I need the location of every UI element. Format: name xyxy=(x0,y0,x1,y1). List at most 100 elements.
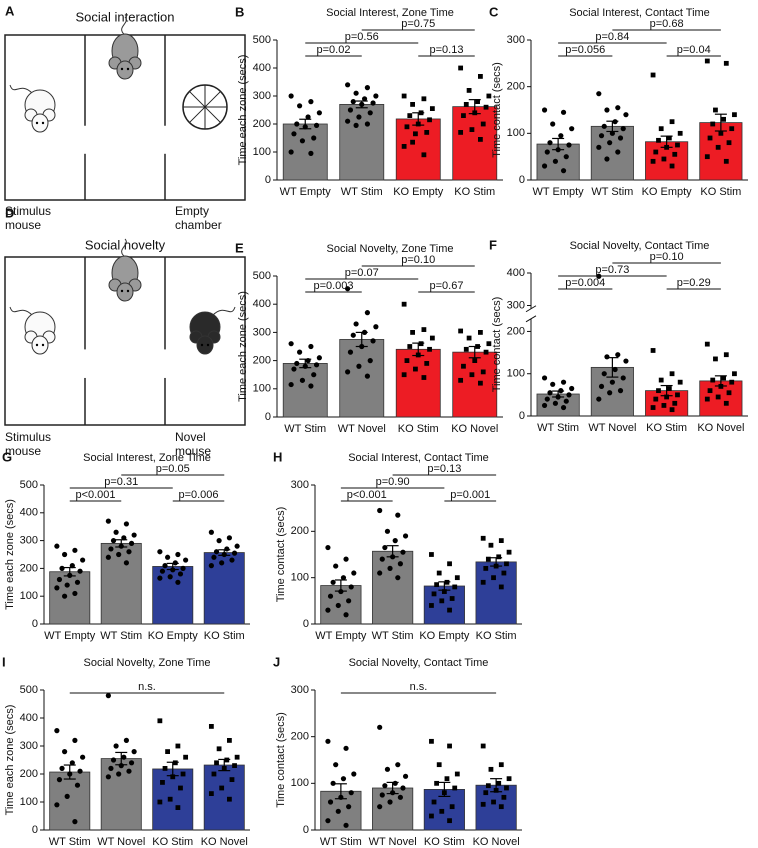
data-point xyxy=(544,396,550,402)
data-point xyxy=(504,561,509,567)
data-point xyxy=(325,818,331,824)
data-point xyxy=(604,107,610,113)
data-point xyxy=(441,589,447,594)
data-point xyxy=(325,738,331,744)
x-tick-label: WT Stim xyxy=(284,423,326,435)
data-point xyxy=(105,774,111,780)
mouse-eye xyxy=(41,343,45,347)
data-point xyxy=(452,785,458,791)
data-point xyxy=(347,349,354,355)
data-point xyxy=(377,570,383,576)
data-point xyxy=(541,163,548,169)
y-tick-label: 0 xyxy=(32,824,38,836)
bar xyxy=(475,561,517,625)
data-point xyxy=(216,746,222,752)
data-point xyxy=(560,168,567,174)
p-value-label: p=0.29 xyxy=(677,277,711,289)
data-point xyxy=(175,579,181,585)
data-point xyxy=(604,156,610,162)
y-tick-label: 100 xyxy=(507,127,525,139)
x-tick-label: WT Empty xyxy=(280,186,332,198)
data-point xyxy=(126,549,132,555)
error-bar xyxy=(166,761,179,777)
data-point xyxy=(726,140,732,146)
data-point xyxy=(343,612,349,618)
data-point xyxy=(429,106,435,111)
x-tick-label: KO Novel xyxy=(697,422,744,434)
data-point xyxy=(330,579,336,585)
data-point xyxy=(59,565,65,572)
p-value-label: n.s. xyxy=(138,681,156,693)
p-value-label: p=0.07 xyxy=(345,267,379,279)
chart-title: Social Novelty, Contact Time xyxy=(570,240,710,252)
data-point xyxy=(547,390,553,396)
data-point xyxy=(563,154,569,160)
error-bar xyxy=(386,781,399,795)
y-tick-label: 300 xyxy=(253,90,271,102)
data-point xyxy=(707,135,713,141)
data-point xyxy=(377,507,383,514)
data-point xyxy=(541,107,548,113)
data-point xyxy=(664,394,670,400)
data-point xyxy=(180,565,186,572)
data-point xyxy=(461,363,466,369)
data-point xyxy=(439,598,445,604)
data-point xyxy=(454,771,460,777)
data-point xyxy=(364,373,370,379)
chart-title: Social Interest, Zone Time xyxy=(83,452,211,464)
data-point xyxy=(108,546,114,552)
data-point xyxy=(382,544,388,551)
panel-letter: B xyxy=(235,4,244,19)
bar xyxy=(100,758,142,831)
data-point xyxy=(501,794,507,800)
data-point xyxy=(447,743,452,749)
mouse-eye xyxy=(120,67,124,71)
data-point xyxy=(410,102,415,107)
data-point xyxy=(498,538,504,543)
data-point xyxy=(506,776,512,782)
data-point xyxy=(447,818,452,824)
data-point xyxy=(704,154,710,160)
x-tick-label: WT Stim xyxy=(372,630,414,642)
y-tick-label: 0 xyxy=(303,824,309,836)
data-point xyxy=(544,149,550,155)
y-tick-label: 0 xyxy=(32,618,38,630)
data-point xyxy=(715,394,721,400)
data-point xyxy=(650,72,656,78)
error-bar xyxy=(490,557,503,567)
data-point xyxy=(105,554,111,560)
data-point xyxy=(340,575,347,581)
data-point xyxy=(732,112,737,118)
error-bar xyxy=(166,562,179,571)
data-point xyxy=(208,529,214,535)
data-point xyxy=(54,543,60,549)
data-point xyxy=(72,737,78,744)
data-point xyxy=(429,552,434,557)
data-point xyxy=(333,563,339,569)
x-tick-label: KO Stim xyxy=(454,186,495,198)
y-tick-label: 300 xyxy=(20,740,38,752)
data-point xyxy=(397,561,403,567)
y-tick-label: 0 xyxy=(265,174,271,186)
data-point xyxy=(480,579,486,585)
mouse-head xyxy=(116,282,134,302)
panel-letter: C xyxy=(489,4,499,19)
mouse-tail xyxy=(212,306,236,316)
data-point xyxy=(297,103,303,109)
panel-letter: H xyxy=(273,449,282,464)
x-tick-label: WT Empty xyxy=(44,630,96,642)
data-point xyxy=(498,584,504,590)
data-point xyxy=(541,375,548,381)
p-value-label: p=0.004 xyxy=(565,277,605,289)
data-point xyxy=(291,366,297,372)
data-point xyxy=(421,96,427,102)
data-point xyxy=(395,575,401,581)
x-tick-label: KO Stim xyxy=(152,836,193,848)
data-point xyxy=(421,375,427,380)
data-point xyxy=(340,776,347,782)
data-point xyxy=(392,780,398,786)
bar xyxy=(536,143,580,181)
panel-letter: E xyxy=(235,240,244,255)
cup-bar xyxy=(189,91,221,123)
y-tick-label: 200 xyxy=(507,81,525,93)
